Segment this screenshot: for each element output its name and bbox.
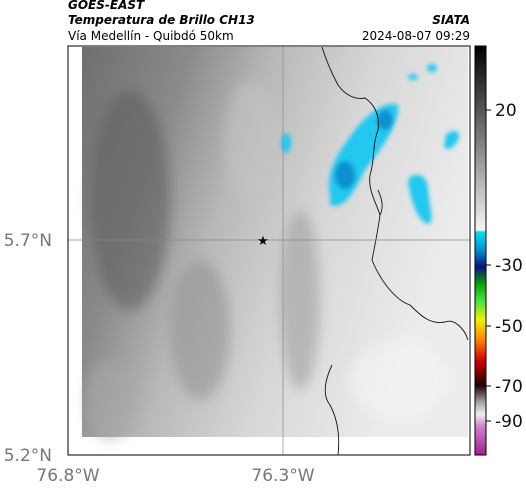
title: Temperatura de Brillo CH13	[68, 13, 255, 27]
colorbar: 20 -30 -50 -70 -90	[474, 45, 523, 456]
svg-text:★: ★	[257, 234, 269, 249]
subtitle: Vía Medellín - Quibdó 50km	[68, 29, 234, 43]
lon-label: 76.3°W	[251, 466, 314, 486]
lon-labels: 76.8°W 76.3°W	[36, 466, 314, 486]
lat-labels: 5.7°N 5.2°N	[4, 231, 52, 466]
agency: SIATA	[432, 13, 470, 27]
lat-label: 5.7°N	[4, 231, 52, 251]
map-image: ★	[67, 45, 471, 456]
colorbar-label: -30	[495, 256, 523, 276]
source: GOES-EAST	[68, 0, 145, 12]
timestamp: 2024-08-07 09:29	[362, 29, 470, 43]
colorbar-label: -50	[495, 317, 523, 337]
colorbar-label: -90	[495, 412, 523, 432]
colorbar-label: 20	[495, 101, 517, 121]
lon-label: 76.8°W	[36, 466, 99, 486]
lat-label: 5.2°N	[4, 446, 52, 466]
colorbar-label: -70	[495, 377, 523, 397]
